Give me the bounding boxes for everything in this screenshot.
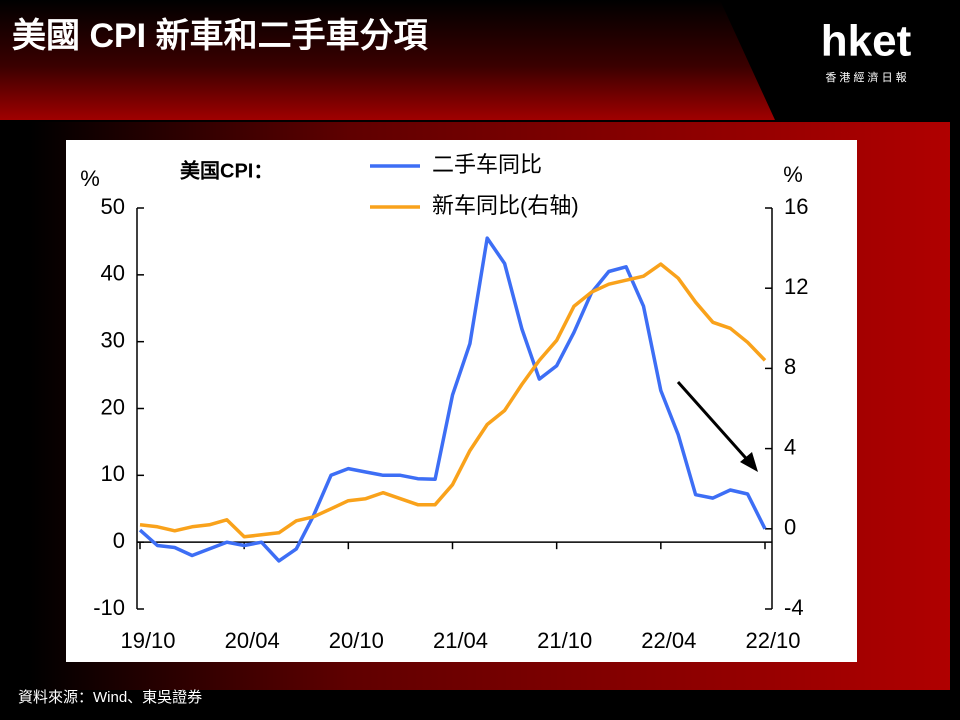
logo-subtitle: 香 港 經 濟 日 報	[825, 70, 906, 84]
y-tick-label: 10	[101, 461, 125, 486]
y2-tick-label: 4	[784, 434, 796, 459]
series-line	[138, 236, 767, 563]
x-tick-label: 21/04	[433, 628, 488, 653]
x-tick-label: 22/04	[641, 628, 696, 653]
chart-title: 美国CPI：	[180, 158, 273, 182]
y2-tick-label: 16	[784, 194, 808, 219]
y-tick-label: 0	[113, 528, 125, 553]
y-tick-label: 30	[101, 327, 125, 352]
legend-label: 二手车同比	[432, 152, 542, 177]
y-tick-label: 40	[101, 261, 125, 286]
source-note: 資料來源：Wind、東吳證券	[18, 689, 202, 706]
y2-tick-label: 8	[784, 354, 796, 379]
y2-tick-label: 12	[784, 274, 808, 299]
y-tick-label: 50	[101, 194, 125, 219]
y2-tick-label: 0	[784, 515, 796, 540]
x-tick-label: 20/04	[225, 628, 280, 653]
trend-arrowhead	[740, 452, 758, 472]
logo: hket	[821, 17, 912, 66]
y-axis-label: %	[80, 166, 100, 191]
y-tick-label: 20	[101, 394, 125, 419]
x-tick-label: 21/10	[537, 628, 592, 653]
x-tick-label: 22/10	[745, 628, 800, 653]
trend-arrow	[676, 381, 754, 466]
y2-axis-label: %	[783, 162, 803, 187]
x-tick-label: 19/10	[120, 628, 175, 653]
slide-title: 美國 CPI 新車和二手車分項	[12, 17, 429, 55]
y2-tick-label: -4	[784, 595, 804, 620]
series-line	[139, 262, 767, 539]
legend-label: 新车同比(右轴)	[432, 193, 579, 218]
x-tick-label: 20/10	[329, 628, 384, 653]
chart-area	[66, 140, 857, 662]
logo-band	[720, 0, 960, 120]
y-tick-label: -10	[93, 595, 125, 620]
